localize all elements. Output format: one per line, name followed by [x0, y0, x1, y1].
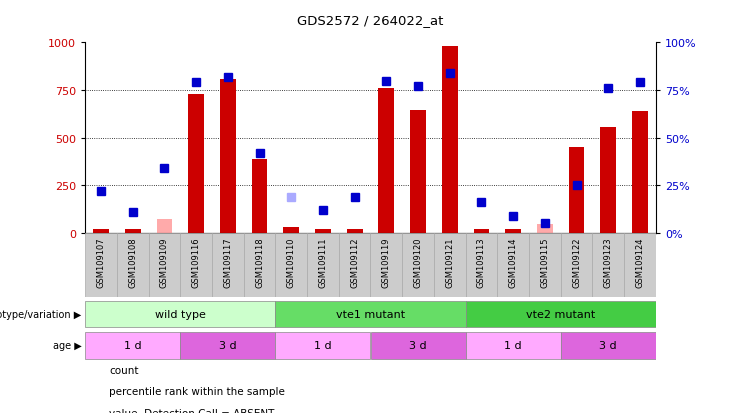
Text: 3 d: 3 d: [599, 340, 617, 350]
Bar: [212, 233, 244, 297]
Bar: [402, 233, 434, 297]
Bar: [410, 111, 426, 233]
Bar: [180, 332, 276, 358]
Bar: [632, 112, 648, 233]
Text: percentile rank within the sample: percentile rank within the sample: [109, 386, 285, 396]
Text: GDS2572 / 264022_at: GDS2572 / 264022_at: [297, 14, 444, 27]
Bar: [473, 230, 489, 233]
Text: GSM109116: GSM109116: [192, 237, 201, 287]
Bar: [244, 233, 276, 297]
Bar: [117, 233, 149, 297]
Text: GSM109109: GSM109109: [160, 237, 169, 287]
Text: GSM109121: GSM109121: [445, 237, 454, 287]
Text: age ▶: age ▶: [53, 340, 82, 350]
Bar: [339, 233, 370, 297]
Bar: [220, 79, 236, 233]
Bar: [592, 233, 624, 297]
Bar: [276, 332, 370, 358]
Bar: [465, 332, 561, 358]
Text: GSM109108: GSM109108: [128, 237, 137, 287]
Text: 1 d: 1 d: [124, 340, 142, 350]
Bar: [85, 301, 276, 328]
Bar: [561, 233, 592, 297]
Bar: [442, 47, 458, 233]
Text: GSM109110: GSM109110: [287, 237, 296, 287]
Bar: [347, 230, 362, 233]
Bar: [276, 233, 307, 297]
Text: 3 d: 3 d: [409, 340, 427, 350]
Bar: [315, 230, 331, 233]
Bar: [568, 148, 585, 233]
Bar: [465, 301, 656, 328]
Text: count: count: [109, 365, 139, 375]
Text: vte2 mutant: vte2 mutant: [526, 309, 595, 319]
Text: GSM109120: GSM109120: [413, 237, 422, 287]
Bar: [85, 233, 117, 297]
Text: GSM109117: GSM109117: [223, 237, 233, 287]
Text: GSM109119: GSM109119: [382, 237, 391, 287]
Bar: [537, 225, 553, 233]
Text: GSM109107: GSM109107: [96, 237, 105, 287]
Text: GSM109114: GSM109114: [508, 237, 518, 287]
Bar: [124, 230, 141, 233]
Text: GSM109113: GSM109113: [477, 237, 486, 287]
Bar: [188, 95, 204, 233]
Bar: [93, 230, 109, 233]
Bar: [276, 301, 465, 328]
Text: GSM109122: GSM109122: [572, 237, 581, 287]
Text: 1 d: 1 d: [505, 340, 522, 350]
Bar: [149, 233, 180, 297]
Text: 1 d: 1 d: [314, 340, 332, 350]
Text: GSM109124: GSM109124: [636, 237, 645, 287]
Bar: [379, 89, 394, 233]
Bar: [561, 332, 656, 358]
Bar: [529, 233, 561, 297]
Text: genotype/variation ▶: genotype/variation ▶: [0, 309, 82, 319]
Bar: [180, 233, 212, 297]
Bar: [370, 332, 465, 358]
Bar: [505, 230, 521, 233]
Bar: [624, 233, 656, 297]
Bar: [434, 233, 465, 297]
Bar: [307, 233, 339, 297]
Bar: [252, 159, 268, 233]
Bar: [85, 332, 180, 358]
Bar: [370, 233, 402, 297]
Bar: [283, 228, 299, 233]
Text: vte1 mutant: vte1 mutant: [336, 309, 405, 319]
Bar: [600, 128, 617, 233]
Text: GSM109111: GSM109111: [319, 237, 328, 287]
Bar: [497, 233, 529, 297]
Bar: [465, 233, 497, 297]
Text: 3 d: 3 d: [219, 340, 236, 350]
Text: wild type: wild type: [155, 309, 206, 319]
Text: value, Detection Call = ABSENT: value, Detection Call = ABSENT: [109, 408, 274, 413]
Text: GSM109112: GSM109112: [350, 237, 359, 287]
Text: GSM109118: GSM109118: [255, 237, 264, 287]
Text: GSM109123: GSM109123: [604, 237, 613, 287]
Bar: [156, 219, 173, 233]
Text: GSM109115: GSM109115: [540, 237, 549, 287]
